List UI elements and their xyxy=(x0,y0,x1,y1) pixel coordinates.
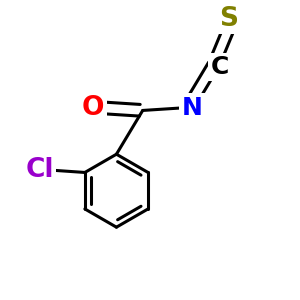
Text: C: C xyxy=(210,55,229,79)
Text: O: O xyxy=(82,94,104,121)
Text: Cl: Cl xyxy=(26,157,54,182)
Text: N: N xyxy=(182,95,203,119)
Text: S: S xyxy=(219,5,238,31)
